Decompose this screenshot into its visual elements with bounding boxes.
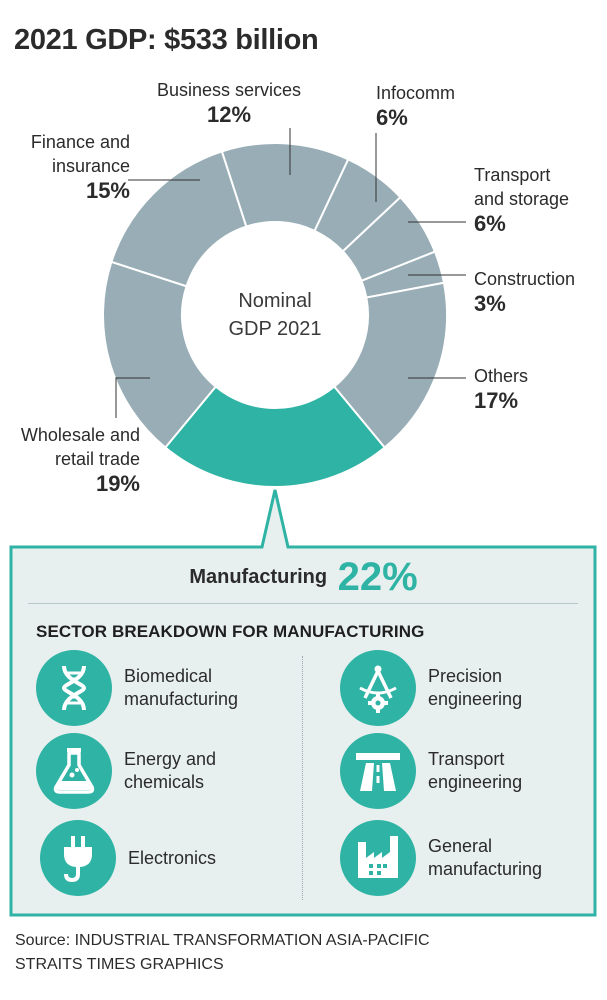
item-label: Energy and chemicals — [124, 749, 217, 792]
dna-icon — [36, 650, 112, 726]
source-line-2: STRAITS TIMES GRAPHICS — [15, 956, 224, 973]
item-energy-chemicals: Energy and chemicals — [36, 733, 294, 809]
slice-percent: 6% — [474, 211, 506, 236]
source-note: Source: INDUSTRIAL TRANSFORMATION ASIA-P… — [15, 929, 430, 977]
slice-percent: 17% — [474, 388, 518, 413]
slice-percent: 6% — [376, 105, 408, 130]
slice-label: Business services — [157, 80, 301, 100]
item-transport-engineering: Transport engineering — [340, 733, 598, 809]
section-divider — [28, 603, 578, 604]
item-label: Precision engineering — [428, 666, 523, 709]
manufacturing-callout-box — [9, 489, 597, 917]
slice-label: insurance — [52, 156, 130, 176]
slice-percent: 3% — [474, 291, 506, 316]
compass-gear-icon — [340, 650, 416, 726]
flask-icon — [36, 733, 112, 809]
plug-icon — [40, 820, 116, 896]
manufacturing-heading: Manufacturing 22% — [0, 555, 607, 605]
slice-percent: 15% — [86, 178, 130, 203]
source-line-1: Source: INDUSTRIAL TRANSFORMATION ASIA-P… — [15, 932, 430, 949]
item-general-manufacturing: General manufacturing — [340, 820, 598, 896]
breakdown-title: SECTOR BREAKDOWN FOR MANUFACTURING — [36, 622, 425, 641]
slice-percent: 12% — [207, 102, 251, 127]
item-label: Electronics — [128, 847, 217, 868]
slice-label: Others — [474, 366, 528, 386]
highway-icon — [340, 733, 416, 809]
slice-label: Wholesale and — [21, 425, 140, 445]
manufacturing-percent: 22% — [337, 555, 418, 599]
donut-hole — [182, 222, 368, 408]
column-divider — [302, 656, 303, 900]
leader-line — [115, 377, 150, 418]
slice-label: Finance and — [31, 132, 130, 152]
manufacturing-label: Manufacturing — [189, 566, 328, 588]
slice-label: and storage — [474, 189, 569, 209]
center-label-line1: Nominal — [238, 290, 311, 312]
item-precision-engineering: Precision engineering — [340, 650, 598, 726]
slice-percent: 19% — [96, 471, 140, 496]
item-electronics: Electronics — [40, 820, 298, 896]
item-label: General manufacturing — [428, 836, 543, 879]
item-biomedical: Biomedical manufacturing — [36, 650, 294, 726]
slice-label: retail trade — [55, 449, 140, 469]
item-label: Transport engineering — [428, 749, 523, 792]
center-label-line2: GDP 2021 — [228, 318, 321, 340]
slice-label: Construction — [474, 269, 575, 289]
chart-title: 2021 GDP: $533 billion — [14, 24, 319, 56]
slice-label: Transport — [474, 165, 550, 185]
factory-icon — [340, 820, 416, 896]
slice-label: Infocomm — [376, 83, 455, 103]
item-label: Biomedical manufacturing — [124, 666, 239, 709]
